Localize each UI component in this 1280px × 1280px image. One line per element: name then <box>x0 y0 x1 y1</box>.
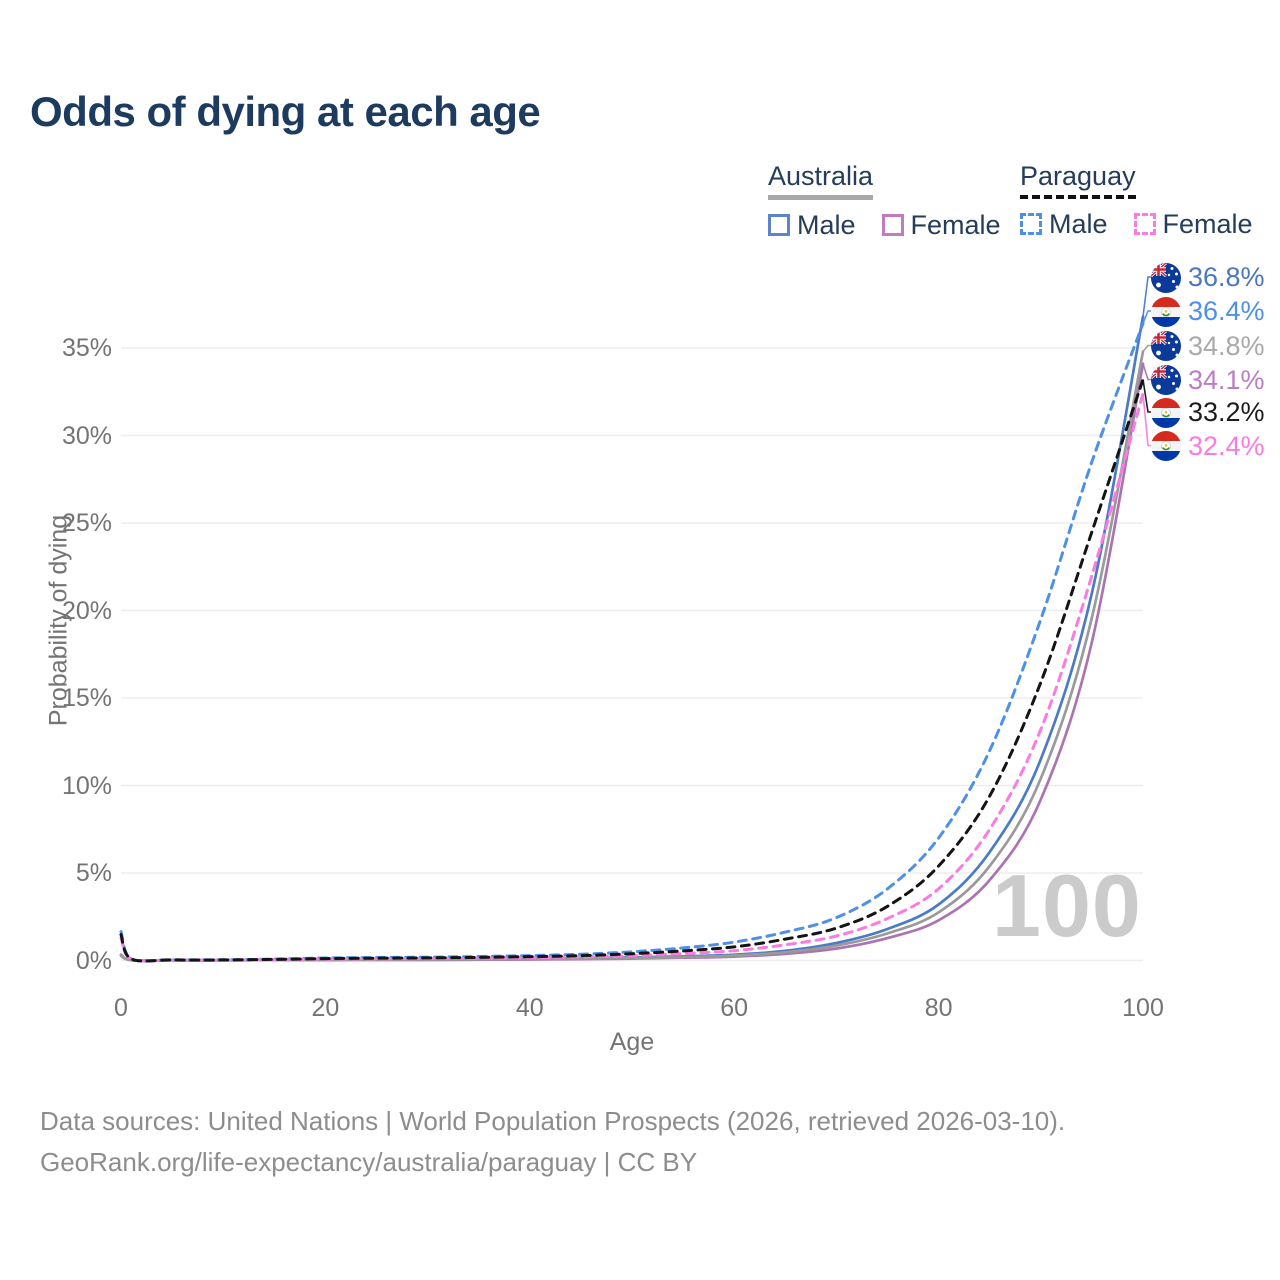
end-label-australia-male: 36.8% <box>1151 262 1265 293</box>
series-line-australia-both <box>119 350 1145 962</box>
x-tick-label: 60 <box>720 994 749 1022</box>
australia-flag-icon <box>1151 262 1181 293</box>
legend-country-australia: Australia <box>768 161 874 200</box>
page-title: Odds of dying at each age <box>30 88 541 135</box>
x-tick-label: 100 <box>1122 994 1164 1022</box>
x-tick-label: 0 <box>114 994 128 1022</box>
legend-item-label: Male <box>797 209 856 240</box>
paraguay-flag-icon <box>1151 397 1181 428</box>
legend-item-label: Female <box>910 209 1001 240</box>
y-tick-label: 5% <box>75 859 112 887</box>
australia-female-swatch-icon <box>881 214 904 237</box>
paraguay-male-swatch-icon <box>1020 213 1042 236</box>
series-line-paraguay-both <box>119 378 1145 963</box>
end-label-connector <box>1142 379 1151 413</box>
australia-flag-icon <box>1151 331 1181 361</box>
legend-item-label: Male <box>1049 208 1108 239</box>
end-label-connector <box>1142 276 1151 317</box>
end-label-value: 34.1% <box>1188 364 1265 395</box>
x-tick-label: 40 <box>515 994 544 1022</box>
end-label-paraguay-male: 36.4% <box>1151 296 1265 327</box>
y-tick-label: 15% <box>61 684 112 712</box>
end-label-value: 34.8% <box>1188 330 1265 361</box>
end-label-australia-both: 34.8% <box>1151 331 1265 362</box>
data-sources-text: Data sources: United Nations | World Pop… <box>40 1106 1066 1136</box>
y-tick-label: 25% <box>61 509 112 537</box>
end-label-value: 32.4% <box>1188 430 1265 461</box>
end-label-australia-female: 34.1% <box>1151 365 1265 396</box>
legend-group-australia: Australia Male Female <box>768 161 1001 241</box>
end-label-paraguay-female: 32.4% <box>1151 431 1265 462</box>
legend-item-paraguay-male[interactable]: Male <box>1020 209 1108 240</box>
y-tick-label: 30% <box>61 421 112 450</box>
x-tick-label: 20 <box>311 994 340 1022</box>
series-line-australia-female <box>119 362 1145 962</box>
australia-male-swatch-icon <box>768 214 790 237</box>
end-label-connector <box>1142 393 1151 447</box>
end-label-connector <box>1142 363 1151 381</box>
australia-flag-icon <box>1151 365 1181 395</box>
x-tick-label: 80 <box>924 994 953 1022</box>
hovered-age-watermark: 100 <box>992 856 1142 955</box>
y-tick-label: 10% <box>61 771 112 800</box>
end-label-connector <box>1142 344 1151 353</box>
series-line-paraguay-female <box>119 392 1145 963</box>
end-label-value: 36.8% <box>1188 262 1265 292</box>
end-label-value: 36.4% <box>1188 296 1265 326</box>
y-tick-label: 0% <box>75 946 112 975</box>
legend-item-label: Female <box>1162 208 1253 239</box>
end-label-connector <box>1142 310 1151 324</box>
end-label-paraguay-both: 33.2% <box>1151 397 1265 428</box>
attribution-text: GeoRank.org/life-expectancy/australia/pa… <box>40 1147 698 1177</box>
paraguay-flag-icon <box>1151 431 1181 461</box>
y-tick-label: 20% <box>61 596 112 625</box>
legend-country-paraguay: Paraguay <box>1020 161 1136 199</box>
end-label-value: 33.2% <box>1188 397 1265 427</box>
legend-item-paraguay-female[interactable]: Female <box>1133 208 1253 240</box>
paraguay-female-swatch-icon <box>1133 213 1156 236</box>
paraguay-flag-icon <box>1151 296 1181 327</box>
legend-group-paraguay: Paraguay Male Female <box>1020 161 1253 240</box>
y-tick-label: 35% <box>61 334 112 362</box>
legend-item-australia-female[interactable]: Female <box>881 209 1001 241</box>
legend-item-australia-male[interactable]: Male <box>768 210 856 241</box>
x-axis-title: Age <box>609 1028 655 1056</box>
